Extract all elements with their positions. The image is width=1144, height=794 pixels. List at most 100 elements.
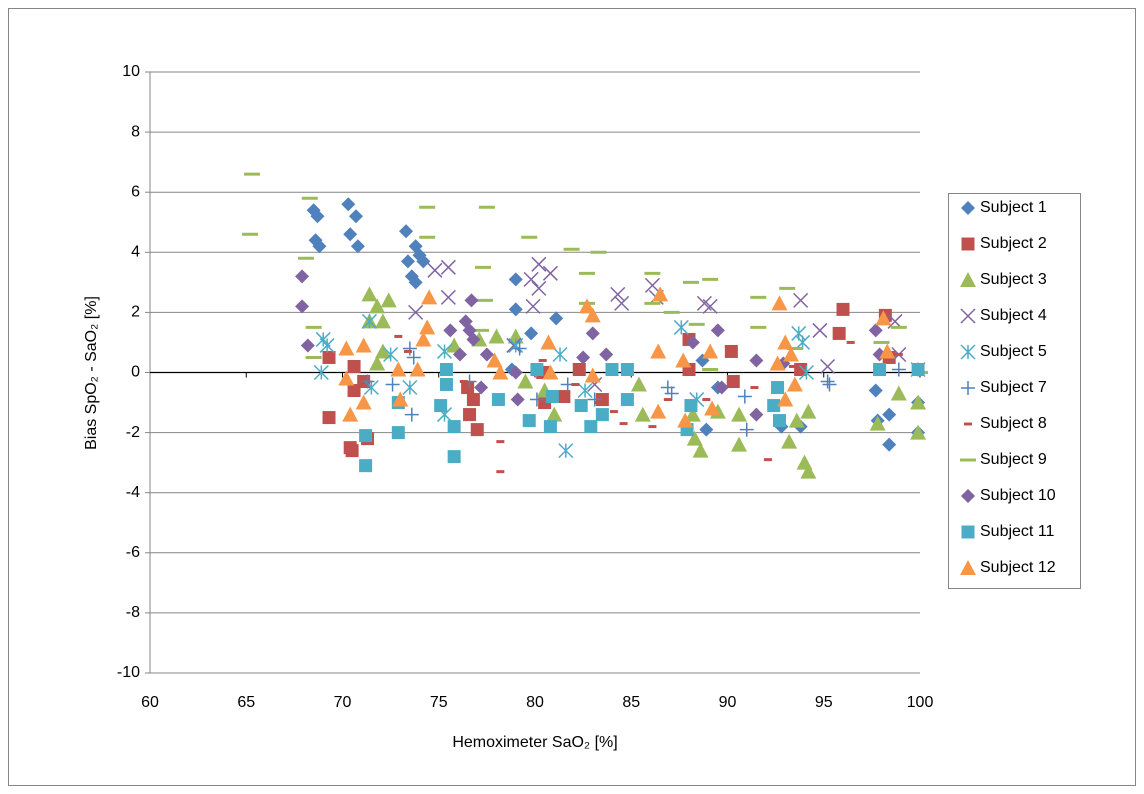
y-tick-label: -6 [126, 544, 140, 561]
point [610, 286, 626, 302]
point [347, 359, 361, 373]
point [786, 376, 803, 392]
legend-marker [961, 489, 975, 503]
legend-label: Subject 2 [980, 235, 1047, 252]
point [313, 364, 329, 381]
point [673, 319, 689, 335]
point [390, 361, 407, 377]
point [595, 408, 609, 422]
point [726, 375, 740, 389]
point [737, 389, 752, 404]
point [510, 392, 525, 407]
point [574, 399, 588, 413]
point [702, 298, 718, 314]
point [322, 411, 336, 425]
point [517, 373, 534, 389]
point [798, 364, 814, 381]
point [419, 319, 436, 335]
point [822, 377, 837, 392]
point [295, 299, 310, 314]
point [882, 437, 897, 452]
point [660, 380, 675, 395]
point [832, 326, 846, 340]
legend-marker [961, 525, 975, 539]
point [800, 463, 817, 479]
point [891, 362, 906, 377]
point [771, 381, 785, 395]
x-tick-label: 60 [141, 694, 159, 711]
point [675, 352, 692, 368]
point [557, 390, 571, 404]
y-tick-label: 2 [131, 304, 140, 321]
legend-marker [960, 560, 976, 575]
x-tick-label: 80 [526, 694, 544, 711]
point [772, 414, 786, 428]
point [523, 271, 539, 287]
point [508, 302, 523, 317]
point [882, 407, 897, 422]
point [794, 362, 808, 376]
point [463, 408, 477, 422]
point [545, 390, 559, 404]
legend-marker [960, 272, 976, 287]
point [749, 353, 764, 368]
point [479, 347, 494, 362]
y-tick-label: 0 [131, 364, 140, 381]
point [587, 392, 602, 407]
point [684, 399, 698, 413]
legend-label: Subject 3 [980, 271, 1047, 288]
point [402, 379, 418, 396]
point [506, 337, 522, 353]
point [769, 355, 786, 371]
point [531, 256, 547, 272]
point [552, 346, 568, 363]
legend [948, 193, 1081, 589]
point [416, 254, 431, 269]
point [577, 382, 593, 399]
point [771, 295, 788, 311]
legend-label: Subject 5 [980, 343, 1047, 360]
point [652, 286, 669, 302]
point [704, 400, 721, 416]
y-tick-label: -10 [117, 664, 140, 681]
point [800, 403, 817, 419]
point [345, 444, 359, 458]
point [585, 326, 600, 341]
point [363, 379, 379, 396]
point [542, 364, 559, 380]
x-axis-label: Hemoximeter SaO₂ [%] [452, 734, 617, 751]
point [820, 374, 835, 389]
point [783, 346, 800, 362]
point [474, 380, 489, 395]
point [634, 406, 651, 422]
point [486, 352, 503, 368]
point [714, 380, 729, 395]
point [777, 391, 794, 407]
point [400, 254, 415, 269]
point [686, 430, 703, 446]
point [836, 302, 850, 316]
point [446, 337, 463, 353]
y-axis-label: Bias SpO₂ - SaO₂ [%] [83, 296, 100, 450]
x-tick-label: 70 [334, 694, 352, 711]
point [341, 197, 356, 212]
point [820, 358, 836, 375]
point [525, 298, 541, 314]
point [549, 311, 564, 326]
point [540, 334, 557, 350]
point [731, 436, 748, 452]
point [408, 275, 423, 290]
legend-label: Subject 11 [980, 523, 1055, 540]
point [369, 355, 386, 371]
point [530, 362, 544, 376]
point [529, 392, 544, 407]
point [788, 412, 805, 428]
point [415, 331, 432, 347]
point [338, 370, 355, 386]
point [702, 343, 719, 359]
point [508, 272, 523, 287]
legend-label: Subject 1 [980, 199, 1047, 216]
point [630, 376, 647, 392]
point [868, 323, 883, 338]
point [380, 292, 397, 308]
